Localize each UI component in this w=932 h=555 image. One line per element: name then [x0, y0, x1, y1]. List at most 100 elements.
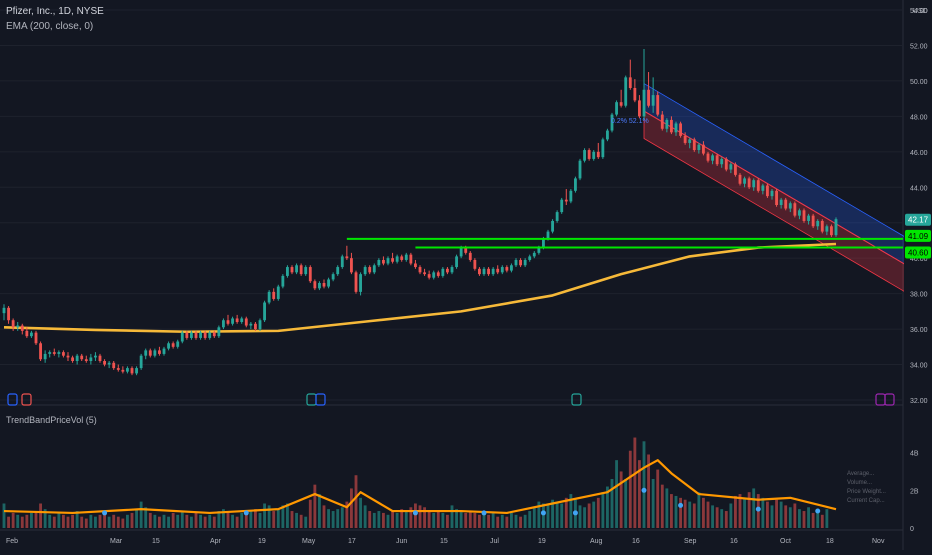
support-lines-layer[interactable]	[346, 237, 903, 249]
candle[interactable]	[482, 267, 486, 276]
candle[interactable]	[734, 162, 737, 177]
candle[interactable]	[423, 268, 426, 276]
candle[interactable]	[313, 279, 317, 291]
candle[interactable]	[30, 330, 33, 338]
time-axis[interactable]: Feb Mar 15 Apr 19 May 17 Jun 15 Jul 19 Aug 16 Sep 16 Oc…	[6, 538, 885, 545]
candle[interactable]	[487, 267, 490, 276]
candle[interactable]	[75, 353, 79, 365]
candle[interactable]	[592, 150, 596, 161]
candle[interactable]	[807, 213, 810, 225]
candle[interactable]	[235, 314, 239, 324]
event-markers[interactable]	[7, 393, 895, 406]
candle[interactable]	[729, 162, 733, 174]
candle[interactable]	[16, 322, 20, 331]
candle[interactable]	[135, 366, 138, 376]
candle[interactable]	[112, 361, 116, 370]
candle[interactable]	[720, 157, 724, 168]
candle[interactable]	[560, 197, 564, 214]
candle[interactable]	[372, 263, 376, 275]
candle[interactable]	[473, 258, 477, 271]
candle[interactable]	[697, 142, 701, 154]
candle[interactable]	[528, 254, 532, 262]
candle[interactable]	[295, 263, 298, 275]
candle[interactable]	[427, 270, 431, 280]
candle[interactable]	[775, 189, 778, 207]
candle[interactable]	[400, 254, 404, 262]
candle[interactable]	[39, 341, 42, 362]
candle[interactable]	[354, 270, 358, 294]
candle[interactable]	[158, 346, 161, 356]
candle[interactable]	[281, 274, 285, 289]
candle[interactable]	[683, 132, 687, 145]
candle[interactable]	[226, 314, 230, 326]
candle[interactable]	[761, 183, 765, 195]
candle[interactable]	[231, 316, 234, 326]
candle[interactable]	[2, 304, 6, 321]
candle[interactable]	[820, 219, 824, 234]
candle[interactable]	[180, 330, 184, 344]
candle[interactable]	[436, 270, 440, 278]
candle[interactable]	[788, 201, 792, 213]
candle[interactable]	[276, 284, 280, 301]
candle[interactable]	[747, 176, 751, 190]
candle[interactable]	[766, 183, 769, 198]
candle[interactable]	[724, 157, 728, 172]
event-marker[interactable]	[884, 393, 895, 406]
candle[interactable]	[176, 339, 180, 349]
candle[interactable]	[478, 267, 481, 276]
candle[interactable]	[432, 270, 436, 280]
candle[interactable]	[770, 189, 774, 200]
candle[interactable]	[382, 256, 385, 266]
candle[interactable]	[738, 173, 742, 186]
candle[interactable]	[802, 208, 806, 223]
candle[interactable]	[171, 341, 175, 349]
candle[interactable]	[514, 258, 518, 268]
candle[interactable]	[679, 121, 682, 138]
candle[interactable]	[336, 265, 340, 276]
candle[interactable]	[11, 318, 15, 331]
candle[interactable]	[688, 137, 692, 149]
candle[interactable]	[798, 208, 801, 220]
candle[interactable]	[258, 318, 262, 331]
candle[interactable]	[139, 353, 143, 370]
candle[interactable]	[409, 252, 413, 266]
candle[interactable]	[208, 330, 212, 340]
candle[interactable]	[162, 346, 166, 356]
candle[interactable]	[665, 118, 669, 133]
symbol-title[interactable]: Pfizer, Inc., 1D, NYSE	[6, 6, 104, 17]
candle[interactable]	[519, 258, 522, 268]
candle[interactable]	[331, 272, 335, 282]
candle[interactable]	[711, 153, 714, 165]
candle[interactable]	[34, 330, 38, 346]
candle[interactable]	[638, 95, 641, 119]
candle[interactable]	[71, 355, 74, 363]
candle[interactable]	[830, 224, 833, 237]
candle[interactable]	[555, 210, 559, 223]
candle[interactable]	[523, 258, 527, 268]
candle[interactable]	[327, 277, 330, 289]
candle[interactable]	[619, 89, 623, 108]
candle[interactable]	[130, 366, 134, 376]
candle[interactable]	[107, 361, 111, 369]
candle[interactable]	[505, 265, 509, 273]
candle[interactable]	[7, 306, 10, 324]
candle[interactable]	[254, 322, 257, 331]
candle[interactable]	[84, 355, 88, 363]
candle[interactable]	[578, 158, 582, 181]
candle[interactable]	[414, 259, 417, 269]
candle[interactable]	[62, 350, 65, 358]
candle[interactable]	[569, 189, 573, 204]
candle[interactable]	[500, 265, 504, 275]
candle[interactable]	[148, 348, 152, 358]
candle[interactable]	[217, 325, 221, 338]
candle[interactable]	[153, 348, 157, 358]
candle[interactable]	[240, 316, 244, 324]
candle[interactable]	[48, 350, 52, 358]
candle[interactable]	[80, 353, 84, 361]
candle[interactable]	[692, 137, 696, 152]
event-marker[interactable]	[571, 393, 582, 406]
candle[interactable]	[779, 197, 783, 209]
candle[interactable]	[318, 281, 321, 291]
